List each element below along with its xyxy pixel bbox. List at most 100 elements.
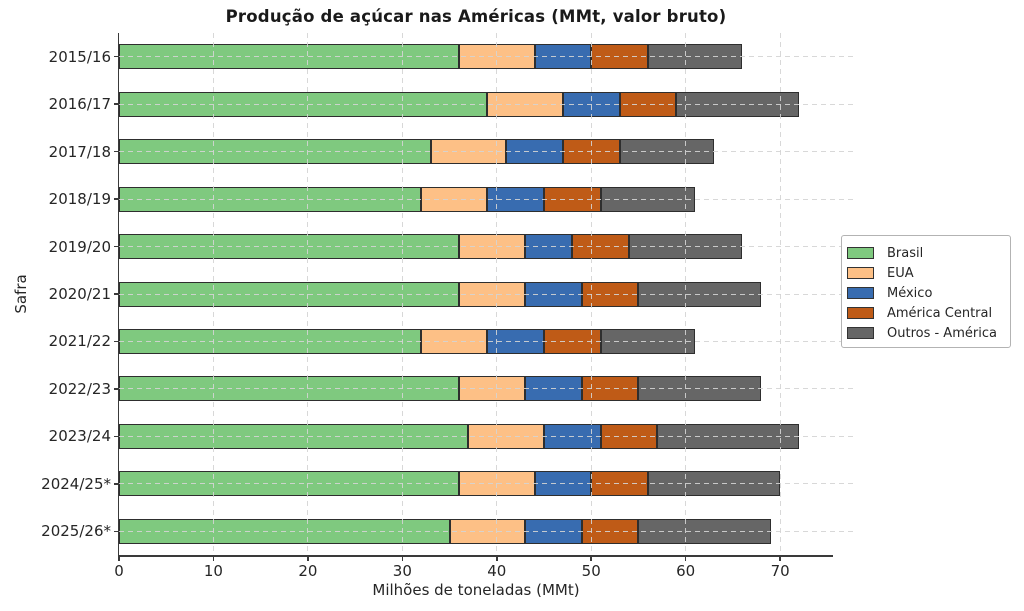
bar-segment <box>119 328 422 354</box>
legend-label: América Central <box>887 305 993 321</box>
bar-segment <box>534 471 592 497</box>
bar-segment <box>421 186 488 212</box>
y-tick-mark <box>113 150 118 153</box>
legend-swatch <box>847 267 874 279</box>
bar-segment <box>487 328 544 354</box>
bar-segment <box>119 376 459 402</box>
bar-segment <box>119 423 469 449</box>
x-tick-label: 40 <box>487 562 507 580</box>
bar-segment <box>657 423 799 449</box>
y-tick-mark <box>113 245 118 248</box>
x-tick-label: 30 <box>392 562 412 580</box>
bar-segment <box>581 518 639 544</box>
x-tick-mark <box>212 556 215 561</box>
bar-segment <box>647 471 781 497</box>
bar-segment <box>591 44 648 70</box>
x-tick-mark <box>779 556 781 561</box>
bar-segment <box>506 139 563 165</box>
bar-segment <box>676 91 799 117</box>
bar-segment <box>544 186 601 212</box>
x-tick-label: 50 <box>581 562 601 580</box>
bar-segment <box>562 139 620 165</box>
bar-segment <box>119 44 459 70</box>
legend-item: Outros - América <box>847 323 1002 343</box>
y-tick-label: 2019/20 <box>48 237 111 256</box>
x-tick-mark <box>401 556 404 561</box>
bar-segment <box>119 91 488 117</box>
x-tick-mark <box>590 556 592 561</box>
bar-segment <box>119 281 459 307</box>
legend-swatch <box>847 327 874 339</box>
x-tick-label: 20 <box>298 562 318 580</box>
x-tick-mark <box>496 556 498 561</box>
legend-item: México <box>847 283 1002 303</box>
y-tick-mark <box>113 55 118 58</box>
bar-segment <box>600 328 696 354</box>
legend-swatch <box>847 287 874 299</box>
bar-segment <box>525 518 582 544</box>
legend: Brasil EUA México América Central Outros - A… <box>841 235 1011 348</box>
bar-segment <box>534 44 592 70</box>
bar-segment <box>619 139 714 165</box>
y-tick-mark <box>113 198 118 200</box>
bar-segment <box>459 234 526 260</box>
bar-segment <box>572 234 629 260</box>
y-tick-label: 2018/19 <box>48 190 111 209</box>
x-tick-mark <box>684 556 687 561</box>
x-tick-label: 60 <box>676 562 696 580</box>
y-tick-mark <box>113 483 118 485</box>
y-tick-label: 2021/22 <box>48 332 111 351</box>
bar-segment <box>421 328 488 354</box>
legend-label: Brasil <box>887 245 924 261</box>
y-tick-mark <box>113 103 118 105</box>
y-tick-label: 2017/18 <box>48 142 111 161</box>
legend-swatch <box>847 307 874 319</box>
bar-segment <box>638 518 771 544</box>
chart-title: Produção de açúcar nas Américas (MMt, va… <box>225 7 727 26</box>
y-tick-mark <box>113 340 118 343</box>
legend-swatch <box>847 247 874 259</box>
bar-segment <box>119 471 459 497</box>
bar-segment <box>581 281 639 307</box>
x-axis-spine <box>117 555 833 557</box>
y-tick-label: 2020/21 <box>48 285 111 303</box>
bar-segment <box>629 234 743 260</box>
bar-segment <box>591 471 648 497</box>
y-tick-mark <box>113 435 118 438</box>
bar-segment <box>487 186 544 212</box>
bar-segment <box>544 328 601 354</box>
y-tick-mark <box>113 530 118 533</box>
y-tick-mark <box>113 293 118 295</box>
y-tick-label: 2022/23 <box>48 379 111 398</box>
x-tick-mark <box>307 556 309 561</box>
bar-segment <box>647 44 743 70</box>
bar-segment <box>638 281 762 307</box>
bar-segment <box>459 281 526 307</box>
x-tick-label: 10 <box>203 562 223 580</box>
bar-segment <box>459 376 526 402</box>
y-tick-label: 2023/24 <box>48 427 111 446</box>
y-tick-label: 2016/17 <box>48 95 111 114</box>
y-tick-label: 2024/25* <box>41 474 111 493</box>
bar-segment <box>119 234 459 260</box>
bar-segment <box>468 423 544 449</box>
legend-item: Brasil <box>847 243 1002 263</box>
bar-segment <box>562 91 620 117</box>
bar-segment <box>487 91 563 117</box>
bar-segment <box>119 186 422 212</box>
bar-segment <box>119 518 450 544</box>
bar-segment <box>638 376 762 402</box>
bar-segment <box>600 186 696 212</box>
y-tick-label: 2025/26* <box>41 522 111 541</box>
x-tick-mark <box>118 556 120 561</box>
legend-label: EUA <box>887 265 914 281</box>
x-tick-label: 70 <box>770 562 790 580</box>
bar-segment <box>459 471 535 497</box>
bar-segment <box>430 139 507 165</box>
legend-label: México <box>887 285 933 301</box>
bar-segment <box>459 44 535 70</box>
y-tick-mark <box>113 388 118 390</box>
bar-segment <box>600 423 658 449</box>
bar-segment <box>525 281 582 307</box>
